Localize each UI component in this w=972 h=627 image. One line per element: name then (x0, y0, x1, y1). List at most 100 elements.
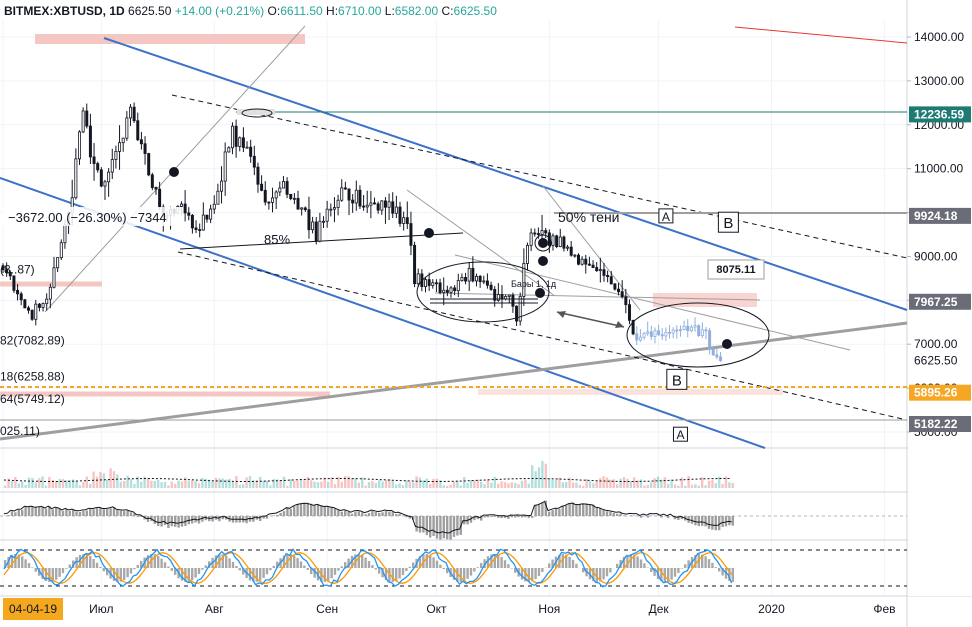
wave-label-box (672, 426, 688, 442)
stoch-histogram-bar (473, 568, 476, 572)
candle-body (332, 207, 336, 210)
candle-body (271, 197, 275, 203)
volume-bar (180, 481, 184, 488)
candle-body (118, 142, 122, 152)
macd-histogram-bar (473, 516, 476, 521)
macd-histogram-bar (680, 516, 683, 520)
diagonal-line (542, 185, 641, 311)
stoch-histogram-bar (673, 568, 677, 577)
macd-histogram-bar (520, 516, 524, 518)
arrow-line (556, 311, 625, 328)
candle-body (624, 296, 628, 306)
stoch-histogram-bar (310, 568, 313, 575)
candle-body (85, 110, 89, 127)
volume-bar (415, 476, 418, 488)
macd-histogram-bar (153, 516, 156, 525)
left-value-label: 025.11) (0, 424, 40, 438)
volume-bar (112, 471, 116, 488)
macd-histogram-bar (320, 505, 323, 516)
candle-body (45, 298, 49, 305)
price-tick-label: 7000.00 (914, 337, 958, 351)
stoch-histogram-bar (480, 562, 483, 568)
candle-body (81, 110, 85, 133)
volume-bar (82, 481, 85, 488)
volume-bar (425, 478, 428, 488)
stoch-histogram-bar (248, 568, 252, 581)
macd-histogram-bar (697, 516, 700, 527)
macd-histogram-bar (469, 516, 473, 523)
open-value: 6611.50 (280, 4, 323, 18)
volume-bar (248, 476, 252, 488)
time-axis[interactable]: 04-04-19 Июл Авг Сен Окт Ноя Дек 2020 Фев (3, 598, 896, 620)
macd-histogram-bar (497, 516, 500, 518)
volume-bar (143, 476, 146, 488)
candle-body (241, 137, 245, 148)
dashed-lower (177, 251, 908, 421)
volume-bar (446, 485, 449, 488)
volume-bar (167, 485, 170, 488)
volume-bar (174, 483, 177, 488)
volume-bar (561, 482, 564, 488)
candle-body (449, 287, 453, 293)
macd-histogram-bar (180, 516, 184, 527)
candle-body (405, 217, 409, 224)
macd-histogram-bar (327, 506, 330, 516)
measure-bg (2, 207, 182, 226)
candle-body (216, 190, 220, 205)
price-level-badge (909, 352, 971, 369)
volume-bar (24, 484, 27, 488)
stoch-histogram-bar (503, 560, 507, 568)
macd-histogram-bar (10, 511, 14, 516)
stoch-histogram-bar (442, 568, 445, 570)
stoch-histogram-bar (575, 563, 578, 568)
stoch-histogram-bar (500, 557, 503, 568)
price-axis[interactable]: 5000.006000.007000.008000.009000.0010000… (907, 0, 972, 596)
volume-bar (558, 477, 561, 488)
candle-body (704, 329, 708, 332)
volume-bar (10, 480, 14, 488)
candle-body (12, 275, 16, 291)
macd-histogram-bar (602, 510, 605, 516)
macd-histogram-bar (629, 515, 632, 516)
volume-bar (357, 482, 360, 488)
volume-bar (48, 477, 51, 488)
price-level-label: 5182.22 (914, 417, 958, 431)
volume-bar (585, 479, 588, 488)
candle-body (128, 106, 132, 119)
stoch-histogram-bar (422, 554, 425, 568)
volume-bar (514, 482, 517, 488)
stoch-histogram-bar (412, 562, 415, 568)
candle-body (398, 206, 402, 224)
volume-bar (126, 475, 129, 488)
volume-bar (364, 485, 367, 488)
stoch-histogram-bar (418, 556, 422, 568)
candle-body (198, 229, 202, 231)
stoch-histogram-bar (565, 554, 568, 568)
volume-bar (160, 482, 163, 488)
high-label: H: (326, 4, 339, 18)
volume-ma (3, 478, 732, 482)
candle-body (365, 204, 369, 208)
macd-histogram-bar (7, 515, 10, 516)
volume-bar (150, 480, 153, 488)
volume-bar (469, 480, 473, 488)
time-tick-label: Сен (316, 602, 338, 616)
volume-bar (500, 481, 503, 488)
stoch-histogram-bar (160, 558, 163, 568)
macd-histogram-bar (551, 510, 554, 516)
macd-histogram-bar (361, 512, 364, 516)
candle-body (252, 155, 256, 168)
price-change: +14.00 (+0.21%) (174, 4, 265, 18)
candle-body (471, 267, 475, 282)
low-label: L: (384, 4, 395, 18)
candle-body (56, 257, 60, 269)
volume-bar (344, 476, 347, 488)
volume-bar (643, 485, 646, 488)
volume-bar (170, 481, 173, 488)
candle-body (289, 193, 293, 199)
volume-bar (44, 485, 48, 488)
macd-histogram-bar (381, 512, 384, 516)
stoch-histogram-bar (670, 568, 673, 580)
candle-body (442, 289, 446, 293)
